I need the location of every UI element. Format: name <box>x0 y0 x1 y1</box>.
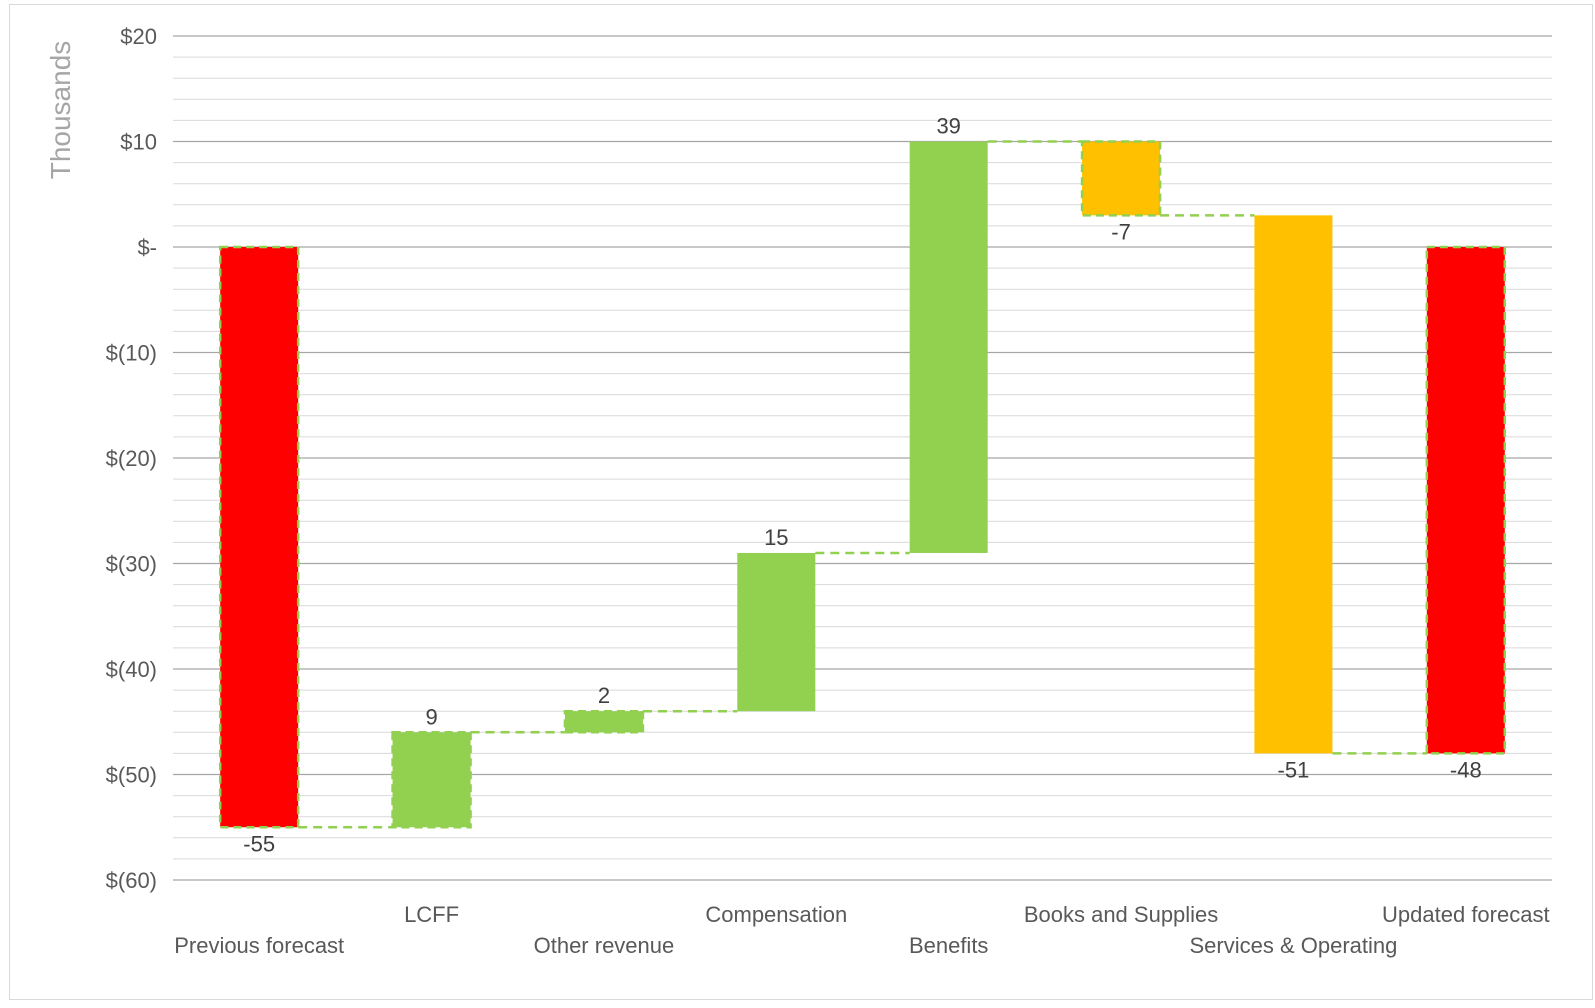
bars <box>218 140 1507 829</box>
bar-outline-0 <box>218 245 300 829</box>
bar-outline-7 <box>1425 245 1507 755</box>
y-axis-title: Thousands <box>45 41 76 180</box>
y-tick-label: $20 <box>120 24 157 49</box>
gridlines: $20 $10 $- $(10) $(20) $(30) $(40) $(50) $(60) <box>106 24 1552 893</box>
category-label-4: Benefits <box>909 933 989 958</box>
category-label-2: Other revenue <box>534 933 675 958</box>
y-tick-label: $10 <box>120 130 157 155</box>
data-label-1: 9 <box>425 704 437 729</box>
bar-outline-1 <box>391 731 472 829</box>
y-tick-label: $(60) <box>106 868 157 893</box>
bar-3 <box>737 552 816 712</box>
bar-1 <box>392 732 471 828</box>
data-label-4: 39 <box>936 114 960 139</box>
y-tick-label: $(40) <box>106 657 157 682</box>
data-label-7: -48 <box>1450 757 1482 782</box>
category-label-7: Updated forecast <box>1382 902 1550 927</box>
labels: -55 Previous forecast 9 LCFF 2 Other revenue 1… <box>174 114 1549 959</box>
category-label-3: Compensation <box>705 902 847 927</box>
bar-outline-2 <box>563 709 645 734</box>
category-label-0: Previous forecast <box>174 933 344 958</box>
data-label-6: -51 <box>1278 757 1310 782</box>
bar-2 <box>564 711 643 733</box>
y-tick-label: $(50) <box>106 763 157 788</box>
bar-4 <box>909 141 988 553</box>
bar-5 <box>1082 141 1161 216</box>
y-tick-label: $- <box>137 235 157 260</box>
data-label-5: -7 <box>1111 219 1131 244</box>
category-label-6: Services & Operating <box>1190 933 1398 958</box>
category-label-5: Books and Supplies <box>1024 902 1218 927</box>
bar-6 <box>1254 215 1333 754</box>
chart-frame <box>9 4 1593 1000</box>
category-label-1: LCFF <box>404 902 459 927</box>
y-tick-label: $(30) <box>106 552 157 577</box>
bar-0 <box>220 247 299 828</box>
data-label-0: -55 <box>243 831 275 856</box>
y-tick-label: $(20) <box>106 446 157 471</box>
data-label-2: 2 <box>598 683 610 708</box>
bar-outline-5 <box>1080 140 1162 217</box>
y-tick-label: $(10) <box>106 341 157 366</box>
data-label-3: 15 <box>764 525 788 550</box>
connectors <box>298 140 1427 829</box>
bar-7 <box>1426 247 1505 754</box>
